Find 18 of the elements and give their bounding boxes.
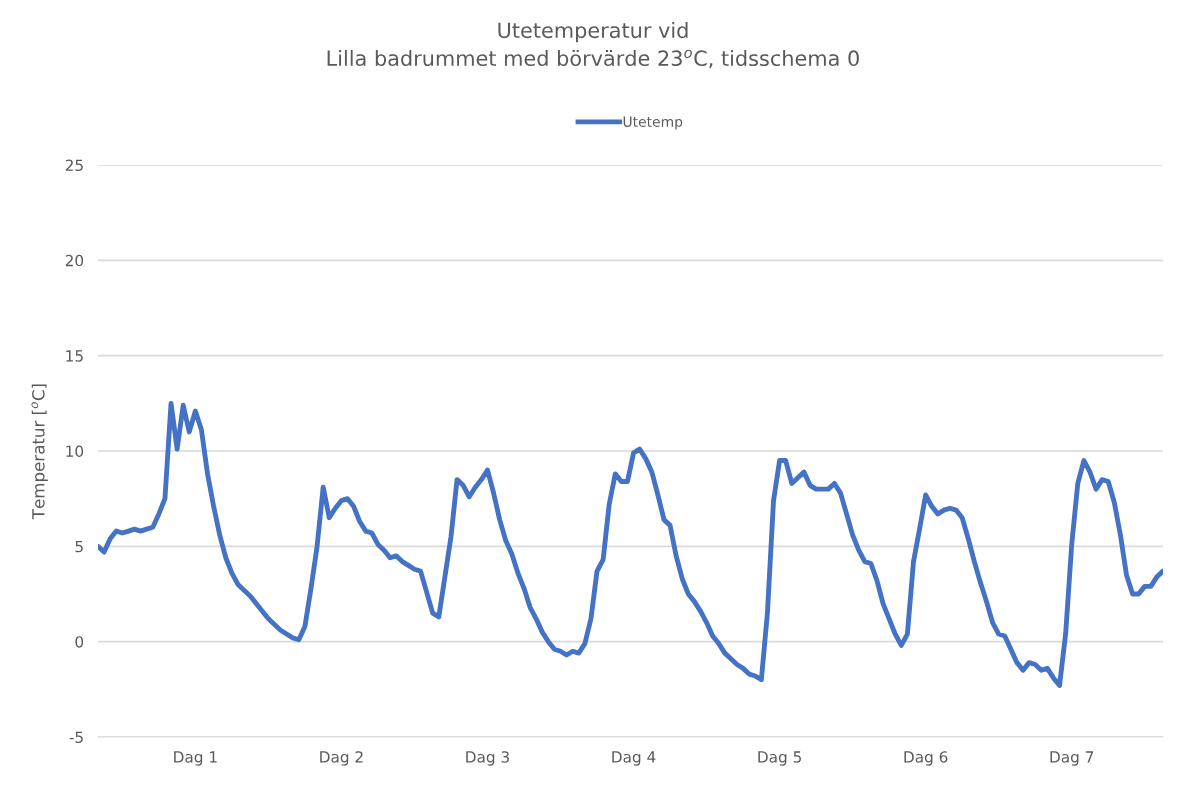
y-tick-label: 20 (65, 254, 84, 267)
y-tick-label: 10 (66, 445, 84, 458)
x-tick-label: Dag 7 (1050, 751, 1094, 766)
x-tick-label: Dag 6 (904, 751, 948, 766)
x-tick-label: Dag 1 (174, 751, 217, 766)
y-tick-label: 0 (75, 636, 84, 648)
y-tick-label: -5 (69, 731, 83, 744)
x-tick-label: Dag 4 (612, 751, 656, 766)
x-tick-label: Dag 5 (758, 751, 801, 766)
x-tick-label: Dag 2 (320, 751, 363, 766)
line-series (98, 400, 1163, 688)
y-tick-label: 5 (75, 541, 83, 553)
x-tick-label: Dag 3 (466, 751, 509, 766)
chart-title: Utetemperatur vid Lilla badrummet med börvärde 23$^{o}$C, tidsschema 0 (327, 22, 859, 69)
y-axis-title: Temperatur [$^{o}$C] (31, 384, 48, 520)
y-tick-label: 15 (66, 350, 83, 362)
legend-label: Utetemp (623, 116, 683, 130)
y-tick-label: 25 (65, 159, 83, 172)
